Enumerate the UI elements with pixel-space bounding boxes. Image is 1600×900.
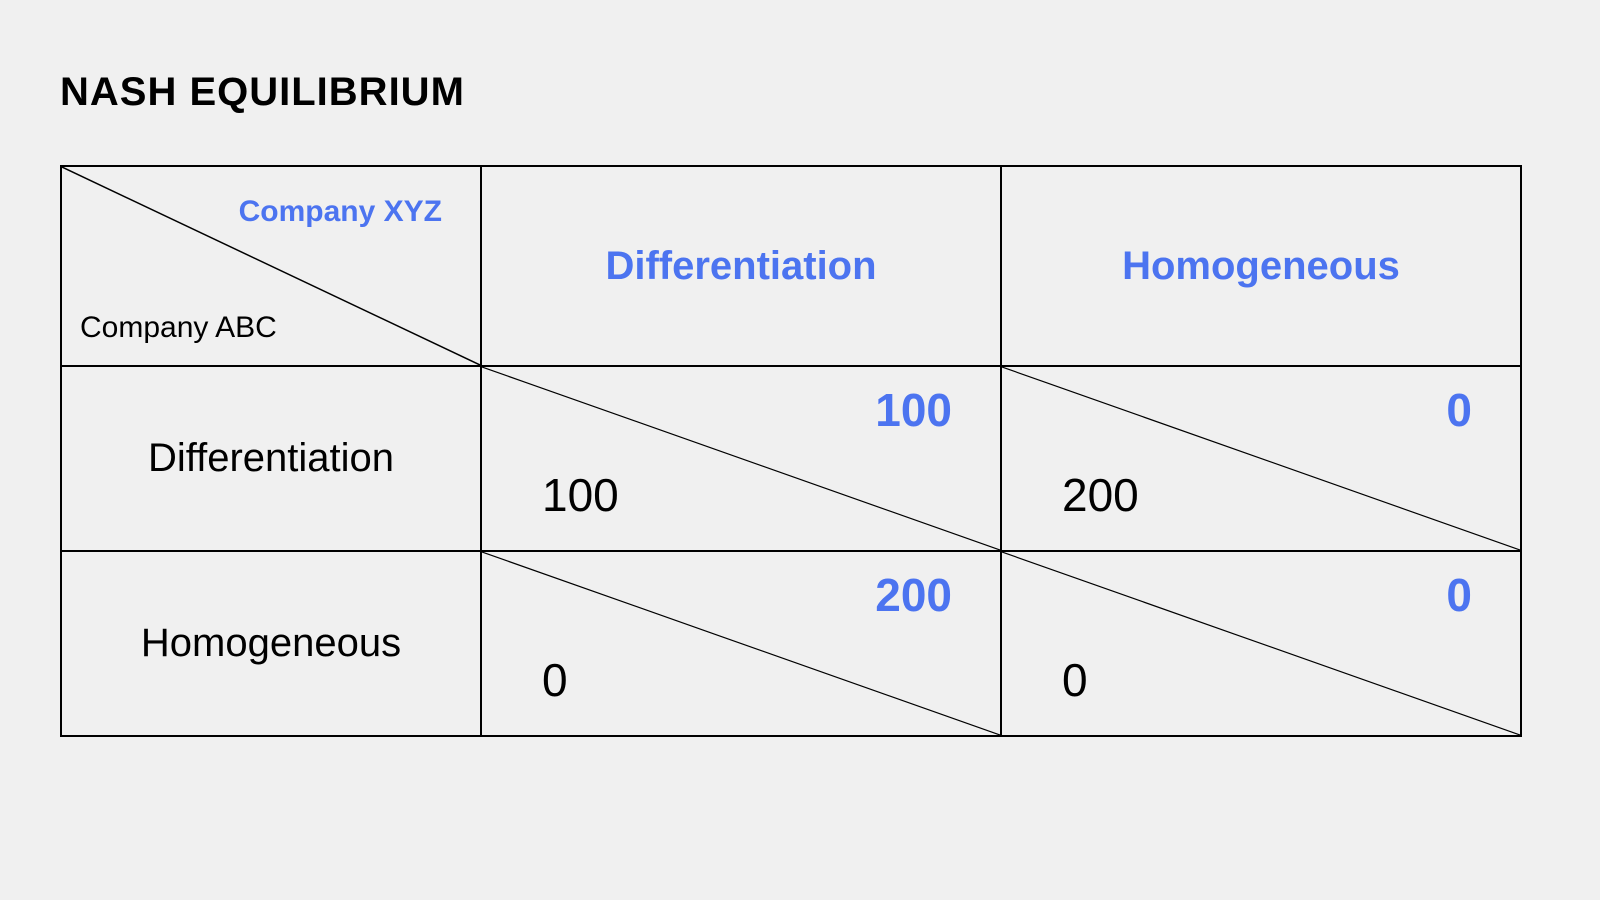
payoff-matrix: Company XYZ Company ABC Differentiation …	[60, 165, 1522, 737]
payoff-top: 200	[875, 568, 952, 622]
cell-r1c0: 200 0	[481, 551, 1001, 736]
col-header-1: Homogeneous	[1001, 166, 1521, 366]
corner-cell: Company XYZ Company ABC	[61, 166, 481, 366]
page-title: NASH EQUILIBRIUM	[60, 70, 1540, 115]
cell-r0c0: 100 100	[481, 366, 1001, 551]
matrix-row-0: Differentiation 100 100 0 200	[61, 366, 1521, 551]
cell-r0c1: 0 200	[1001, 366, 1521, 551]
col-header-0: Differentiation	[481, 166, 1001, 366]
player-left-label: Company ABC	[80, 311, 277, 345]
payoff-top: 0	[1446, 568, 1472, 622]
payoff-top: 0	[1446, 383, 1472, 437]
payoff-bottom: 0	[1062, 653, 1088, 707]
payoff-bottom: 100	[542, 468, 619, 522]
payoff-bottom: 0	[542, 653, 568, 707]
diagonal-line-icon	[1002, 552, 1520, 735]
cell-r1c1: 0 0	[1001, 551, 1521, 736]
diagonal-line-icon	[1002, 367, 1520, 550]
payoff-top: 100	[875, 383, 952, 437]
page: NASH EQUILIBRIUM Company XYZ Company ABC…	[0, 0, 1600, 900]
row-header-0: Differentiation	[61, 366, 481, 551]
header-row: Company XYZ Company ABC Differentiation …	[61, 166, 1521, 366]
player-top-label: Company XYZ	[239, 195, 442, 229]
row-header-1: Homogeneous	[61, 551, 481, 736]
matrix-row-1: Homogeneous 200 0 0 0	[61, 551, 1521, 736]
payoff-bottom: 200	[1062, 468, 1139, 522]
